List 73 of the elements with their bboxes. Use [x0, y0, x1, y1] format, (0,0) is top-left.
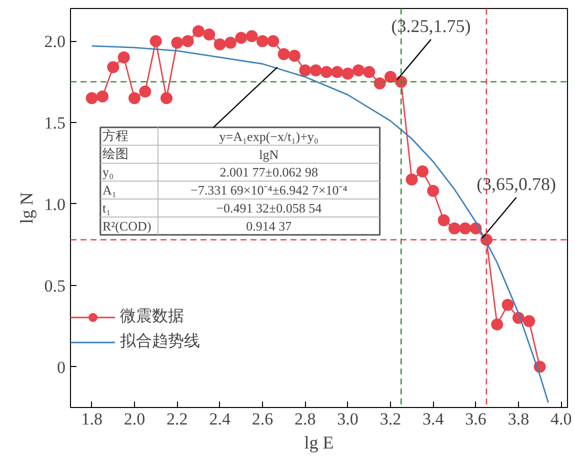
annotation: (3.25,1.75)	[391, 16, 471, 36]
legend-label: 拟合趋势线	[120, 331, 200, 352]
y-tick-label: 1.5	[44, 114, 66, 132]
x-tick-label: 2.2	[166, 410, 188, 428]
point	[86, 92, 98, 104]
point	[256, 35, 268, 48]
y-tick-label: 2.0	[44, 32, 66, 52]
point	[171, 36, 184, 49]
point	[374, 77, 386, 90]
x-axis-title: lg E	[304, 432, 334, 452]
point	[214, 38, 226, 50]
point	[320, 66, 332, 78]
annotation: A₁	[102, 182, 116, 198]
point	[150, 35, 162, 48]
point	[502, 298, 514, 311]
point	[331, 66, 344, 78]
annotation: (3,65,0.78)	[476, 174, 556, 194]
point	[224, 36, 236, 49]
y-tick-label: 0.5	[44, 276, 66, 296]
x-tick-label: 2.0	[124, 410, 146, 428]
point	[523, 315, 536, 328]
point	[342, 68, 354, 80]
point	[459, 222, 472, 234]
y-tick-label: 1.0	[44, 194, 66, 214]
x-tick-label: 3.6	[465, 410, 486, 428]
y-tick-label: 0	[57, 358, 66, 377]
x-tick-label: 3.0	[337, 410, 358, 428]
annotation: R²(COD)	[102, 218, 152, 234]
x-tick-label: 1.8	[81, 410, 102, 428]
point	[267, 35, 280, 48]
x-tick-label: 3.2	[380, 410, 402, 428]
point	[192, 25, 204, 38]
point	[128, 92, 140, 104]
point	[278, 48, 290, 60]
point	[203, 28, 216, 41]
annotation: t₁	[102, 200, 111, 216]
point	[406, 174, 418, 186]
x-tick-label: 3.8	[508, 410, 530, 428]
annotation: 方程	[102, 128, 128, 144]
annotation: −7.331 69×10⁻⁴±6.942 7×10⁻⁴	[190, 182, 348, 198]
point	[235, 32, 248, 44]
point	[288, 50, 300, 62]
annotation: lgN	[259, 146, 280, 162]
point	[427, 184, 440, 197]
point	[160, 92, 172, 104]
point	[310, 64, 322, 76]
legend-label: 微震数据	[120, 306, 184, 327]
x-tick-label: 4.0	[550, 410, 572, 428]
x-tick-label: 3.4	[422, 410, 444, 428]
x-tick-label: 2.4	[209, 410, 231, 428]
point	[384, 70, 396, 83]
annotation: 0.914 37	[246, 218, 292, 234]
annotation: y=A₁exp(−x/t₁)+y₀	[219, 128, 318, 144]
point	[352, 64, 364, 76]
annotation: 绘图	[102, 146, 128, 162]
y-axis-title: lg N	[16, 192, 36, 224]
x-tick-label: 2.6	[252, 410, 274, 428]
point	[139, 86, 152, 98]
point	[363, 66, 376, 78]
annotation: −0.491 32±0.058 54	[216, 200, 322, 216]
annotation: 2.001 77±0.062 98	[220, 164, 318, 180]
point	[448, 222, 460, 234]
point	[246, 30, 258, 42]
point	[182, 35, 194, 48]
point	[118, 51, 130, 64]
annotation: y₀	[102, 164, 114, 180]
x-tick-label: 2.8	[294, 410, 316, 428]
point	[299, 64, 312, 76]
point	[491, 318, 504, 330]
point	[96, 90, 108, 102]
point	[438, 214, 450, 226]
point	[416, 165, 428, 178]
point	[107, 61, 120, 74]
